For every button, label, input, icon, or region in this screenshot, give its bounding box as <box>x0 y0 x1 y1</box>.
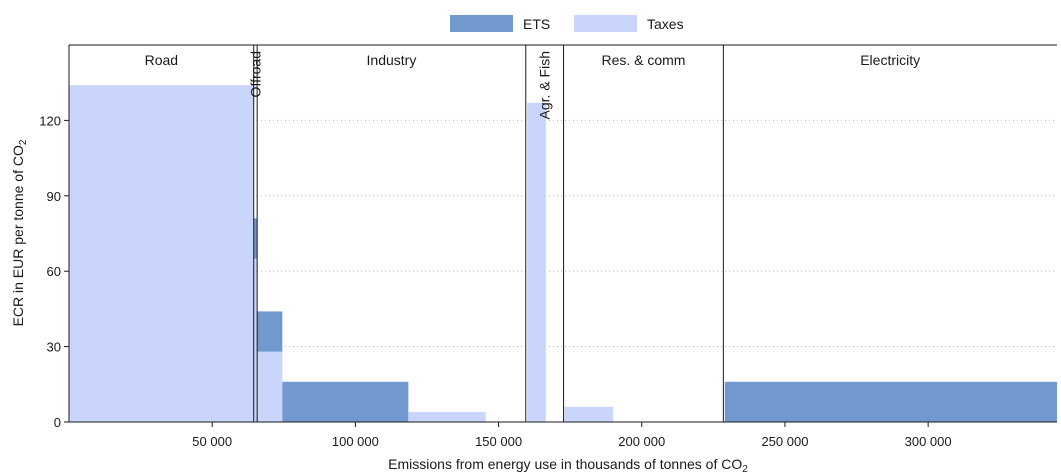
tick-labels: 50 000 100 000 150 000 200 000 250 000 300 00… <box>39 113 951 449</box>
ets-bar <box>253 218 258 259</box>
x-tick-label: 200 000 <box>618 434 665 449</box>
legend-swatch-taxes <box>574 15 637 32</box>
taxes-bar <box>564 406 614 422</box>
y-tick-label: 0 <box>54 415 61 430</box>
x-axis-title: Emissions from energy use in thousands o… <box>388 456 748 474</box>
y-tick-label: 120 <box>39 113 61 128</box>
taxes-bar <box>253 258 258 422</box>
x-tick-label: 250 000 <box>761 434 808 449</box>
y-tick-label: 90 <box>47 189 61 204</box>
sector-label: Res. & comm <box>601 52 685 68</box>
ets-bar <box>257 311 283 352</box>
sector-label: Road <box>145 52 178 68</box>
x-axis-title-main: Emissions from energy use in thousands o… <box>388 456 742 472</box>
x-tick-label: 150 000 <box>475 434 522 449</box>
legend: ETS Taxes <box>450 15 684 32</box>
legend-label-taxes: Taxes <box>647 16 684 32</box>
sector-label: Agr. & Fish <box>537 51 553 119</box>
sector-labels: Road Offroad Industry Agr. & Fish Res. & com… <box>145 51 921 119</box>
sector-label: Industry <box>367 52 417 68</box>
sector-label: Offroad <box>247 51 263 97</box>
ets-bar <box>724 381 1057 422</box>
y-tick-label: 30 <box>47 340 61 355</box>
taxes-bar <box>257 351 283 422</box>
bars <box>69 85 1057 423</box>
taxes-bar <box>69 85 254 423</box>
y-tick-label: 60 <box>47 264 61 279</box>
sector-label: Electricity <box>860 52 920 68</box>
y-axis-title-main: ECR in EUR per tonne of CO <box>10 145 26 326</box>
axes <box>68 44 1057 423</box>
ets-bar <box>282 381 409 422</box>
taxes-bar <box>527 102 546 422</box>
y-axis-title: ECR in EUR per tonne of CO2 <box>10 139 29 326</box>
y-axis-title-subscript: 2 <box>18 139 29 145</box>
legend-swatch-ets <box>450 15 513 32</box>
legend-label-ets: ETS <box>523 16 550 32</box>
x-tick-label: 100 000 <box>332 434 379 449</box>
taxes-bar <box>408 411 486 422</box>
x-tick-label: 50 000 <box>192 434 232 449</box>
x-axis-title-subscript: 2 <box>742 464 748 474</box>
sector-dividers <box>253 45 724 422</box>
x-tick-label: 300 000 <box>905 434 952 449</box>
